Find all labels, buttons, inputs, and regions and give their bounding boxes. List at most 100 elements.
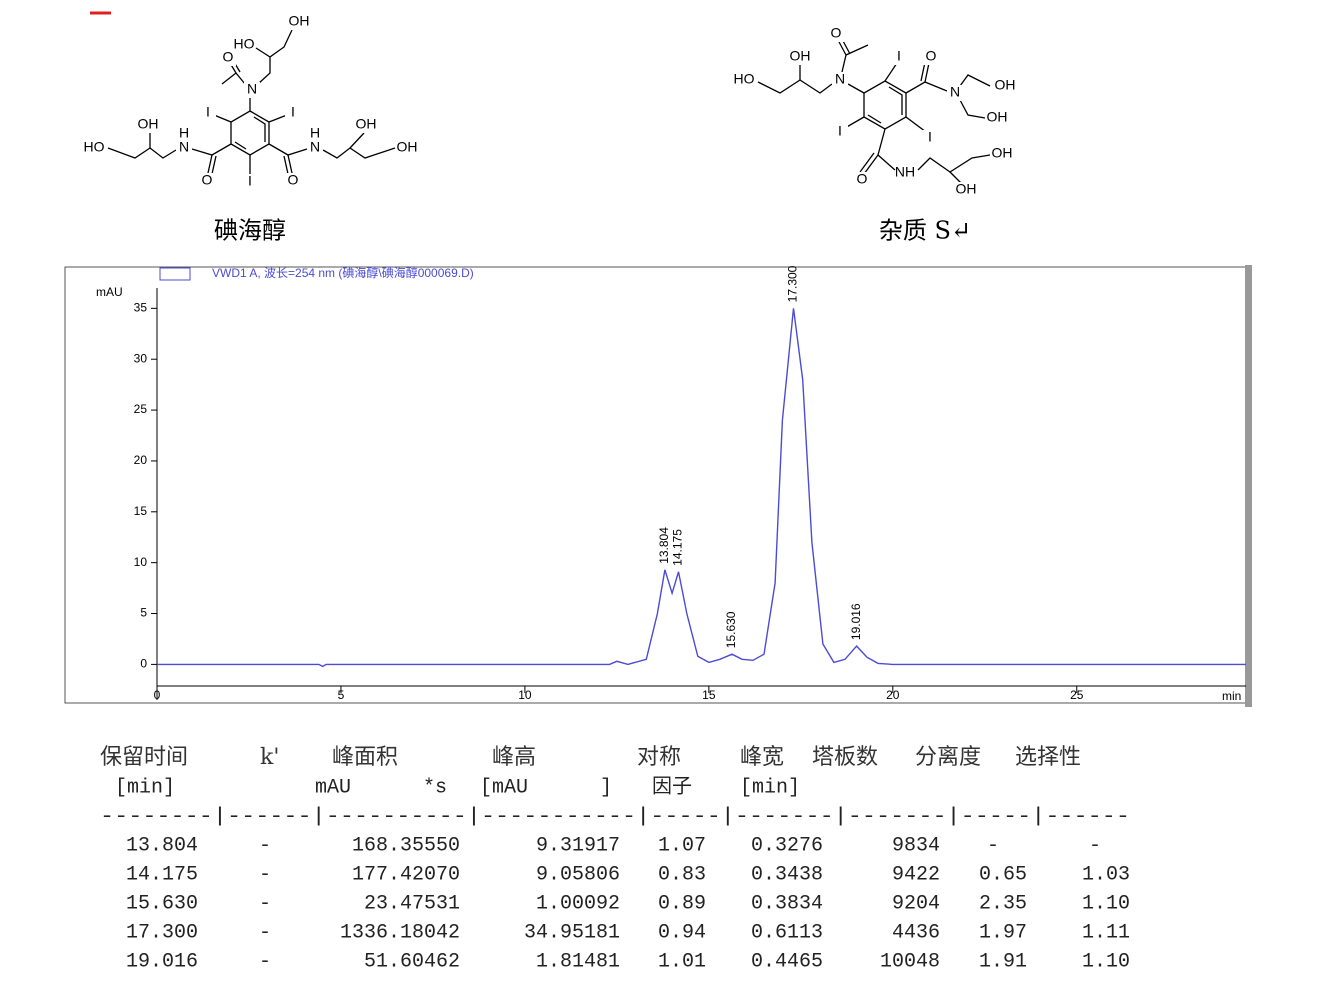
table-cell: 0.3834 [751, 892, 823, 915]
peak-label: 19.016 [849, 603, 863, 640]
legend-swatch [159, 267, 191, 281]
table-cell: - [259, 892, 271, 915]
table-header: 峰高 [492, 745, 536, 770]
x-tick-label: 0 [154, 688, 161, 702]
table-cell: 1.81481 [536, 950, 620, 973]
table-cell: 0.65 [979, 863, 1027, 886]
atom-label: N [950, 84, 960, 100]
atom-bg [242, 174, 258, 190]
atom-bg [994, 146, 1010, 162]
structure-caption: 碘海醇 [214, 217, 286, 245]
atom-label: H [310, 125, 320, 141]
atom-bg [220, 50, 236, 66]
table-cell: 0.3438 [751, 863, 823, 886]
table-cell: 34.95181 [524, 921, 620, 944]
atom-label: I [248, 173, 252, 189]
table-subheader: mAU *s [315, 776, 447, 799]
table-cell: 51.60462 [364, 950, 460, 973]
atom-bg [358, 117, 374, 133]
table-cell: 1.11 [1082, 921, 1130, 944]
x-tick-label: 25 [1070, 688, 1084, 702]
atom-bg [923, 49, 939, 65]
atom-label: OH [397, 139, 418, 155]
table-cell: 1.10 [1082, 892, 1130, 915]
atom-bg [832, 72, 848, 88]
x-axis-label: min [1222, 689, 1241, 703]
y-tick-label: 30 [134, 351, 148, 365]
table-cell: 1336.18042 [340, 921, 460, 944]
table-subheader: [min] [115, 776, 175, 799]
atom-bg [307, 140, 323, 156]
table-cell: 9.31917 [536, 834, 620, 857]
atom-bg [832, 124, 848, 140]
atom-label: OH [956, 181, 977, 197]
atom-bg [199, 173, 215, 189]
atom-label: O [202, 172, 213, 188]
atom-bg [997, 78, 1013, 94]
structure-caption: 杂质 S↵ [879, 217, 971, 245]
atom-bg [140, 117, 156, 133]
atom-label: HO [84, 139, 105, 155]
table-header: k' [260, 745, 279, 770]
table-separator: --------|------|----------|-----------|-… [100, 805, 1130, 828]
atom-label: NH [895, 164, 915, 180]
x-tick-label: 15 [702, 688, 716, 702]
table-cell: 14.175 [126, 863, 198, 886]
y-tick-label: 25 [134, 402, 148, 416]
atom-bg [285, 105, 301, 121]
atom-label: OH [138, 116, 159, 132]
table-subheader: 因子 [652, 775, 692, 799]
table-cell: 1.91 [979, 950, 1027, 973]
table-cell: 0.94 [658, 921, 706, 944]
y-tick-label: 5 [140, 606, 147, 620]
atom-label: I [838, 123, 842, 139]
table-cell: 0.6113 [751, 921, 823, 944]
atom-label: OH [995, 77, 1016, 93]
atom-label: N [835, 71, 845, 87]
atom-bg [854, 172, 870, 188]
table-header: 峰面积 [332, 745, 398, 770]
table-cell: - [259, 950, 271, 973]
chart-frame-edge [1245, 265, 1252, 707]
atom-label: OH [356, 116, 377, 132]
trace [157, 308, 1246, 668]
y-tick-label: 35 [134, 301, 148, 315]
table-cell: - [259, 834, 271, 857]
atom-bg [236, 37, 252, 53]
atom-label: I [206, 104, 210, 120]
x-tick-label: 5 [338, 688, 345, 702]
atom-bg [285, 173, 301, 189]
atom-label: OH [289, 13, 310, 29]
y-tick-label: 20 [134, 453, 148, 467]
table-cell: 9204 [892, 892, 940, 915]
table-cell: 13.804 [126, 834, 198, 857]
table-cell: - [259, 863, 271, 886]
table-header: 塔板数 [812, 745, 878, 770]
table-cell: 15.630 [126, 892, 198, 915]
atom-label: HO [234, 36, 255, 52]
atom-label: N [247, 81, 257, 97]
atom-bg [958, 182, 974, 198]
y-tick-label: 0 [140, 657, 147, 671]
y-tick-label: 15 [134, 504, 148, 518]
atom-label: OH [992, 145, 1013, 161]
table-cell: 1.97 [979, 921, 1027, 944]
atom-bg [86, 140, 102, 156]
table-subheader: [min] [740, 776, 800, 799]
atom-label: I [928, 129, 932, 145]
atom-bg [922, 130, 938, 146]
table-cell: 0.4465 [751, 950, 823, 973]
table-cell: 1.00092 [536, 892, 620, 915]
table-cell: 1.07 [658, 834, 706, 857]
legend-text: VWD1 A, 波长=254 nm (碘海醇\碘海醇000069.D) [212, 265, 474, 280]
table-header: 峰宽 [740, 745, 784, 770]
atom-label: H [179, 125, 189, 141]
table-cell: 9.05806 [536, 863, 620, 886]
table-cell: 2.35 [979, 892, 1027, 915]
table-cell: 9834 [892, 834, 940, 857]
atom-bg [307, 126, 323, 142]
atom-bg [736, 72, 752, 88]
table-cell: 23.47531 [364, 892, 460, 915]
